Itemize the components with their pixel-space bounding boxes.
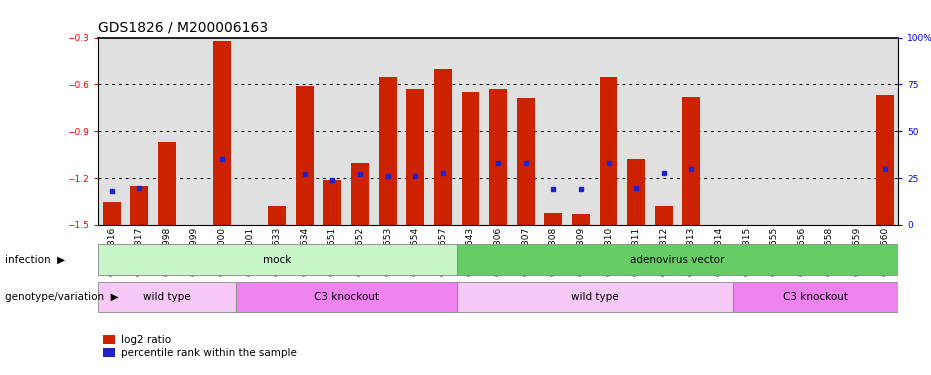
Bar [489, 89, 507, 225]
Bar [213, 40, 231, 225]
Bar [236, 282, 457, 312]
Bar [434, 69, 452, 225]
Text: wild type: wild type [143, 292, 191, 302]
Bar [102, 202, 120, 225]
Bar [130, 186, 148, 225]
Text: infection  ▶: infection ▶ [5, 255, 65, 265]
Bar [876, 95, 894, 225]
Bar [682, 97, 700, 225]
Text: adenovirus vector: adenovirus vector [630, 255, 724, 265]
Bar [406, 89, 425, 225]
Bar [654, 206, 673, 225]
Bar [462, 92, 479, 225]
Bar [268, 206, 286, 225]
Bar [351, 162, 369, 225]
Bar [296, 86, 314, 225]
Bar [457, 282, 733, 312]
Text: mock: mock [263, 255, 291, 265]
Bar [733, 282, 898, 312]
Bar [545, 213, 562, 225]
Text: C3 knockout: C3 knockout [314, 292, 379, 302]
Bar [98, 244, 457, 275]
Bar [627, 159, 645, 225]
Legend: log2 ratio, percentile rank within the sample: log2 ratio, percentile rank within the s… [103, 335, 297, 358]
Text: genotype/variation  ▶: genotype/variation ▶ [5, 292, 118, 302]
Text: C3 knockout: C3 knockout [783, 292, 848, 302]
Bar [323, 180, 342, 225]
Bar [517, 99, 534, 225]
Text: wild type: wild type [571, 292, 618, 302]
Bar [600, 76, 617, 225]
Bar [457, 244, 898, 275]
Bar [98, 282, 236, 312]
Bar [157, 142, 176, 225]
Text: GDS1826 / M200006163: GDS1826 / M200006163 [98, 21, 268, 35]
Bar [572, 214, 590, 225]
Bar [379, 76, 397, 225]
